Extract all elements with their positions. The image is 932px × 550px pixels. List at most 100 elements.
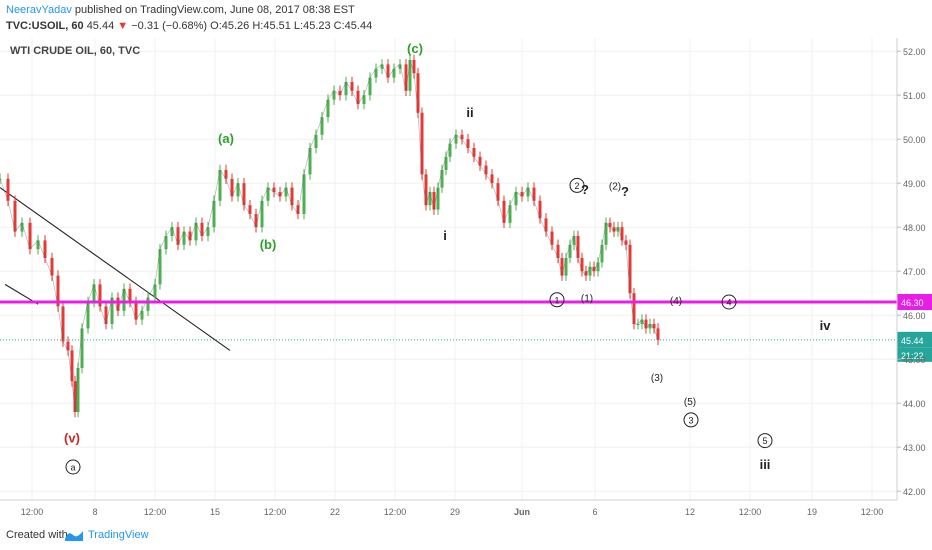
- candle-body: [636, 324, 640, 325]
- candle-body: [460, 134, 464, 140]
- price-change: −0.31 (−0.68%): [131, 20, 208, 32]
- candle-body: [200, 222, 204, 236]
- candle-body: [110, 297, 114, 324]
- candle-body: [416, 73, 420, 113]
- candle-body: [20, 222, 24, 232]
- ohlc-values: O:45.26 H:45.51 L:45.23 C:45.44: [210, 20, 373, 32]
- wave-label: ?: [621, 184, 629, 199]
- candle-body: [116, 297, 120, 311]
- candle-body: [224, 170, 228, 179]
- last-price-badge: [897, 331, 932, 348]
- chart-header: NeeravYadav published on TradingView.com…: [0, 0, 932, 38]
- candle-body: [218, 170, 222, 201]
- author-link[interactable]: NeeravYadav: [6, 4, 72, 16]
- x-tick-label: 12:00: [384, 507, 407, 517]
- wave-label: 4: [726, 298, 731, 308]
- candle-body: [532, 187, 536, 201]
- candle-body: [576, 236, 580, 258]
- candle-body: [254, 214, 258, 228]
- horizontal-line-46-30[interactable]: 46.30 45.44 21:22: [0, 294, 932, 362]
- candle-body: [408, 60, 412, 91]
- candle-body: [628, 244, 632, 294]
- candle-body: [332, 90, 336, 100]
- wave-label: 1: [554, 295, 559, 305]
- candle-body: [624, 240, 628, 245]
- trendline[interactable]: [0, 187, 231, 351]
- last-price-label: 45.44: [901, 336, 924, 346]
- candle-body: [76, 368, 80, 412]
- wave-label: iii: [760, 457, 771, 472]
- price-chart[interactable]: WTI CRUDE OIL, 60, TVC 46.30 45.44 21:22 (…: [0, 38, 932, 522]
- publish-line: NeeravYadav published on TradingView.com…: [6, 4, 355, 16]
- candle-body: [326, 99, 330, 118]
- wave-circle: [65, 459, 81, 475]
- candle-body: [398, 64, 402, 69]
- candle-body: [374, 68, 378, 78]
- candle-body: [320, 117, 324, 135]
- candle-body: [134, 302, 138, 320]
- wave-label: iv: [820, 318, 832, 333]
- candle-body: [568, 244, 572, 258]
- candle-body: [508, 205, 512, 223]
- candle-body: [278, 192, 282, 197]
- x-tick-label: 19: [807, 507, 817, 517]
- candle-body: [604, 222, 608, 245]
- candle-body: [308, 148, 312, 175]
- price-axis[interactable]: 42.00 43.00 44.00 45.00 46.00 47.00 48.00 49.00…: [896, 38, 926, 500]
- candle-body: [432, 192, 436, 210]
- y-tick-label: 43.00: [903, 443, 926, 453]
- x-tick-label: 12:00: [21, 507, 44, 517]
- candle-body: [600, 244, 604, 263]
- candle-body: [61, 306, 65, 342]
- wave-label: (c): [407, 41, 423, 56]
- y-tick-label: 46.00: [903, 311, 926, 321]
- candle-body: [6, 178, 10, 201]
- candle-body: [194, 222, 198, 241]
- candle-body: [392, 68, 396, 78]
- candle-body: [588, 266, 592, 276]
- candle-body: [356, 90, 360, 104]
- candle-body: [644, 319, 648, 329]
- wave-label: ?: [581, 182, 589, 197]
- wave-label: 2: [574, 181, 579, 191]
- candle-body: [248, 205, 252, 214]
- created-with-label: Created with: [6, 529, 68, 541]
- wave-label: (3): [651, 373, 663, 384]
- candle-body: [140, 310, 144, 320]
- x-tick-label: 12:00: [861, 507, 884, 517]
- candle-body: [153, 284, 157, 298]
- x-tick-label: 6: [592, 507, 597, 517]
- candle-body: [128, 288, 132, 302]
- candle-body: [448, 143, 452, 157]
- candle-body: [350, 82, 354, 91]
- candle-body: [592, 266, 596, 272]
- candle-body: [550, 231, 554, 245]
- publish-info: published on TradingView.com, June 08, 2…: [71, 4, 355, 16]
- candle-body: [596, 262, 600, 272]
- tradingview-link[interactable]: TradingView: [88, 529, 149, 541]
- y-tick-label: 48.00: [903, 223, 926, 233]
- candle-body: [176, 227, 180, 245]
- candle-body: [158, 249, 162, 285]
- candle-body: [236, 183, 240, 197]
- last-price: 45.44: [86, 20, 115, 32]
- candle-body: [146, 297, 150, 311]
- change-arrow-icon: ▼: [117, 20, 129, 32]
- candle-body: [526, 187, 530, 197]
- support-price-label: 46.30: [901, 298, 924, 308]
- candle-body: [284, 187, 288, 197]
- candle-body: [368, 77, 372, 96]
- x-tick-label: 12: [685, 507, 695, 517]
- candle-body: [212, 200, 216, 228]
- candle-body: [648, 324, 652, 329]
- candle-body: [608, 222, 612, 228]
- wave-label: (b): [260, 237, 277, 252]
- time-axis[interactable]: 12:00 8 12:00 15 12:00 22 12:00 29 Jun 6 12 12:00 19…: [0, 499, 897, 517]
- wave-circle: [683, 412, 699, 428]
- x-tick-label: 22: [330, 507, 340, 517]
- wave-label: (5): [684, 397, 696, 408]
- candle-body: [484, 165, 488, 175]
- y-tick-label: 51.00: [903, 91, 926, 101]
- candle-body: [564, 258, 568, 276]
- wave-label: (2): [609, 181, 621, 192]
